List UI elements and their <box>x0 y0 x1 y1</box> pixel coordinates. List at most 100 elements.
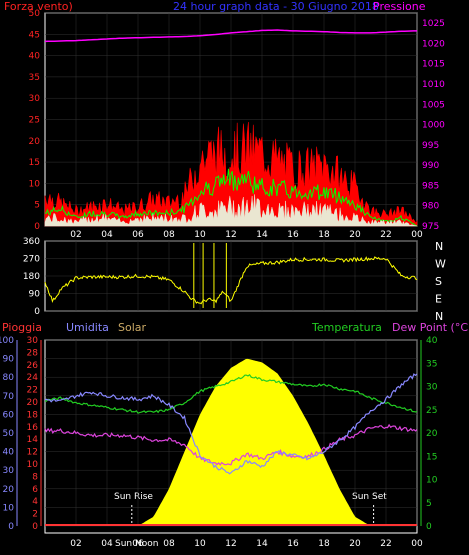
compass-label: E <box>435 293 442 306</box>
wind-x-tick: 00 <box>411 230 423 240</box>
direction-y-tick: 270 <box>23 255 40 265</box>
rain-y-tick: 16 <box>27 423 39 433</box>
rain-y-tick: 26 <box>27 361 39 371</box>
rain-y-tick: 30 <box>27 336 39 346</box>
solar-series <box>45 358 417 526</box>
wind-direction-series <box>44 256 418 305</box>
pressure-y-tick: 985 <box>422 181 439 191</box>
wind-y-tick: 35 <box>29 73 40 83</box>
wind-y-tick: 45 <box>29 30 40 40</box>
wind-x-tick: 22 <box>380 230 391 240</box>
pressure-y-tick: 1020 <box>422 39 445 49</box>
direction-y-tick: 90 <box>29 290 41 300</box>
humidity-y-tick: 80 <box>3 373 15 383</box>
wind-x-tick: 20 <box>349 230 361 240</box>
pressure-y-tick: 1015 <box>422 60 445 70</box>
humidity-y-tick: 40 <box>3 448 15 458</box>
temperature-y-tick: 25 <box>426 406 437 416</box>
bottom-x-tick: 06 <box>132 539 144 549</box>
wind-y-tick: 20 <box>29 137 41 147</box>
pressure-y-tick: 1010 <box>422 80 445 90</box>
bottom-x-tick: 22 <box>380 539 391 549</box>
rain-y-tick: 12 <box>27 448 38 458</box>
bottom-x-tick: 14 <box>256 539 268 549</box>
wind-x-tick: 06 <box>132 230 144 240</box>
wind-x-tick: 14 <box>256 230 268 240</box>
wind-y-tick: 15 <box>29 158 40 168</box>
rain-y-tick: 8 <box>32 472 38 482</box>
wind-x-tick: 08 <box>163 230 175 240</box>
rain-y-tick: 22 <box>27 386 38 396</box>
sun-set-label: Sun Set <box>352 492 387 502</box>
header-left: Forza vento) <box>4 0 73 13</box>
rain-y-tick: 6 <box>32 485 38 495</box>
pressure-y-tick: 975 <box>422 222 439 232</box>
wind-x-tick: 12 <box>225 230 236 240</box>
wind-x-tick: 04 <box>101 230 113 240</box>
wind-y-tick: 50 <box>29 9 41 19</box>
direction-y-tick: 0 <box>34 307 40 317</box>
bottom-x-tick: 12 <box>225 539 236 549</box>
compass-label: N <box>435 240 443 253</box>
wind-y-tick: 10 <box>29 179 41 189</box>
rain-y-tick: 18 <box>27 410 39 420</box>
bottom-header-humidity: Umidita <box>66 321 109 334</box>
rain-y-tick: 14 <box>27 435 39 445</box>
wind-x-tick: 18 <box>318 230 330 240</box>
bottom-x-tick: 02 <box>70 539 81 549</box>
temperature-y-tick: 20 <box>426 429 438 439</box>
humidity-y-tick: 30 <box>3 466 15 476</box>
wind-x-tick: 02 <box>70 230 81 240</box>
pressure-series <box>44 29 417 43</box>
bottom-x-tick: 18 <box>318 539 330 549</box>
temperature-y-tick: 35 <box>426 359 437 369</box>
bottom-x-tick: 10 <box>194 539 206 549</box>
rain-y-tick: 0 <box>32 522 38 532</box>
humidity-y-tick: 90 <box>3 355 15 365</box>
rain-y-tick: 20 <box>27 398 39 408</box>
humidity-y-tick: 20 <box>3 485 15 495</box>
rain-y-tick: 2 <box>32 510 38 520</box>
header-right: Pressione <box>373 0 426 13</box>
bottom-x-tick: 20 <box>349 539 361 549</box>
pressure-y-tick: 1005 <box>422 100 445 110</box>
compass-label: N <box>435 310 443 323</box>
humidity-y-tick: 0 <box>8 522 14 532</box>
wind-x-tick: 16 <box>287 230 299 240</box>
humidity-y-tick: 50 <box>3 429 15 439</box>
bottom-header-rain: Pioggia <box>2 321 42 334</box>
compass-label: W <box>435 258 446 271</box>
wind-y-tick: 0 <box>34 222 40 232</box>
temperature-y-tick: 5 <box>426 499 432 509</box>
wind-y-tick: 5 <box>34 201 40 211</box>
rain-y-tick: 28 <box>27 348 39 358</box>
temperature-y-tick: 0 <box>426 522 432 532</box>
sun-noon-label: Sun Noon <box>115 539 158 549</box>
temperature-y-tick: 30 <box>426 383 438 393</box>
humidity-y-tick: 100 <box>0 336 14 346</box>
humidity-y-tick: 60 <box>3 410 15 420</box>
wind-x-tick: 10 <box>194 230 206 240</box>
wind-y-tick: 30 <box>29 94 41 104</box>
bottom-x-tick: 08 <box>163 539 175 549</box>
temperature-y-tick: 40 <box>426 336 438 346</box>
bottom-x-tick: 00 <box>411 539 423 549</box>
pressure-y-tick: 990 <box>422 161 439 171</box>
humidity-y-tick: 70 <box>3 392 15 402</box>
header-center: 24 hour graph data - 30 Giugno 2018 <box>173 0 379 13</box>
bottom-x-tick: 04 <box>101 539 113 549</box>
wind-average-series <box>44 168 418 227</box>
temperature-y-tick: 15 <box>426 452 437 462</box>
direction-y-tick: 360 <box>23 237 40 247</box>
temperature-y-tick: 10 <box>426 476 438 486</box>
bottom-header-temperature: Temperatura <box>311 321 382 334</box>
wind-y-tick: 25 <box>29 116 40 126</box>
rain-y-tick: 24 <box>27 373 39 383</box>
bottom-x-tick: 16 <box>287 539 299 549</box>
dewpoint-series <box>44 423 418 466</box>
pressure-y-tick: 1025 <box>422 19 445 29</box>
bottom-header-solar: Solar <box>118 321 147 334</box>
humidity-y-tick: 10 <box>3 503 15 513</box>
rain-y-tick: 4 <box>32 497 38 507</box>
